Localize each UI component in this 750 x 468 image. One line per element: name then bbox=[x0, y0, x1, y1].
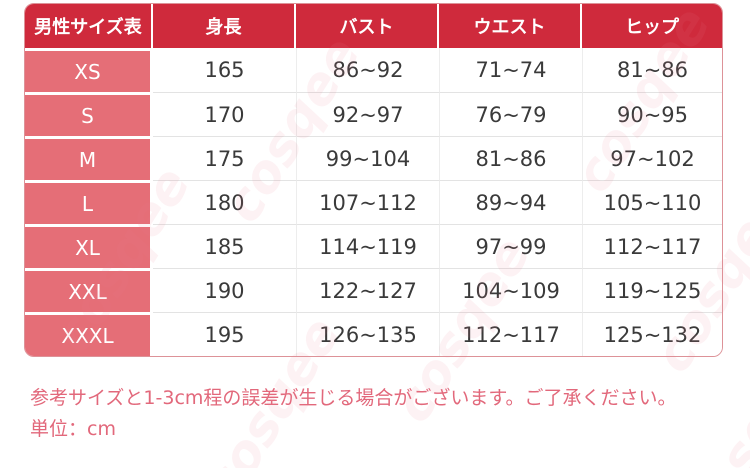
size-table: 男性サイズ表 身長 バスト ウエスト ヒップ XS 165 86~92 71~7… bbox=[24, 3, 723, 357]
size-notes: 参考サイズと1-3cm程の誤差が生じる場合がございます。ご了承ください。 単位：… bbox=[30, 383, 677, 445]
waist-cell: 97~99 bbox=[439, 224, 582, 268]
height-cell: 185 bbox=[153, 224, 296, 268]
height-cell: 175 bbox=[153, 136, 296, 180]
waist-cell: 104~109 bbox=[439, 268, 582, 312]
height-cell: 165 bbox=[153, 48, 296, 92]
bust-cell: 86~92 bbox=[296, 48, 439, 92]
waist-cell: 71~74 bbox=[439, 48, 582, 92]
bust-cell: 126~135 bbox=[296, 312, 439, 356]
waist-cell: 112~117 bbox=[439, 312, 582, 356]
size-cell: XXL bbox=[25, 268, 153, 312]
height-cell: 190 bbox=[153, 268, 296, 312]
header-cell-waist: ウエスト bbox=[439, 4, 582, 48]
hip-cell: 112~117 bbox=[582, 224, 722, 268]
hip-cell: 119~125 bbox=[582, 268, 722, 312]
size-cell: XS bbox=[25, 48, 153, 92]
size-cell: M bbox=[25, 136, 153, 180]
bust-cell: 114~119 bbox=[296, 224, 439, 268]
waist-cell: 81~86 bbox=[439, 136, 582, 180]
size-cell: S bbox=[25, 92, 153, 136]
header-cell-bust: バスト bbox=[296, 4, 439, 48]
header-cell-size-label: 男性サイズ表 bbox=[25, 4, 153, 48]
height-cell: 180 bbox=[153, 180, 296, 224]
unit-note: 単位：cm bbox=[30, 418, 116, 440]
waist-cell: 76~79 bbox=[439, 92, 582, 136]
bust-cell: 92~97 bbox=[296, 92, 439, 136]
hip-cell: 125~132 bbox=[582, 312, 722, 356]
hip-cell: 81~86 bbox=[582, 48, 722, 92]
bust-cell: 107~112 bbox=[296, 180, 439, 224]
header-cell-hip: ヒップ bbox=[582, 4, 722, 48]
hip-cell: 90~95 bbox=[582, 92, 722, 136]
hip-cell: 97~102 bbox=[582, 136, 722, 180]
size-cell: XXXL bbox=[25, 312, 153, 356]
header-cell-height: 身長 bbox=[153, 4, 296, 48]
bust-cell: 99~104 bbox=[296, 136, 439, 180]
height-cell: 170 bbox=[153, 92, 296, 136]
size-cell: XL bbox=[25, 224, 153, 268]
bust-cell: 122~127 bbox=[296, 268, 439, 312]
height-cell: 195 bbox=[153, 312, 296, 356]
waist-cell: 89~94 bbox=[439, 180, 582, 224]
size-cell: L bbox=[25, 180, 153, 224]
tolerance-note: 参考サイズと1-3cm程の誤差が生じる場合がございます。ご了承ください。 bbox=[30, 387, 677, 409]
hip-cell: 105~110 bbox=[582, 180, 722, 224]
